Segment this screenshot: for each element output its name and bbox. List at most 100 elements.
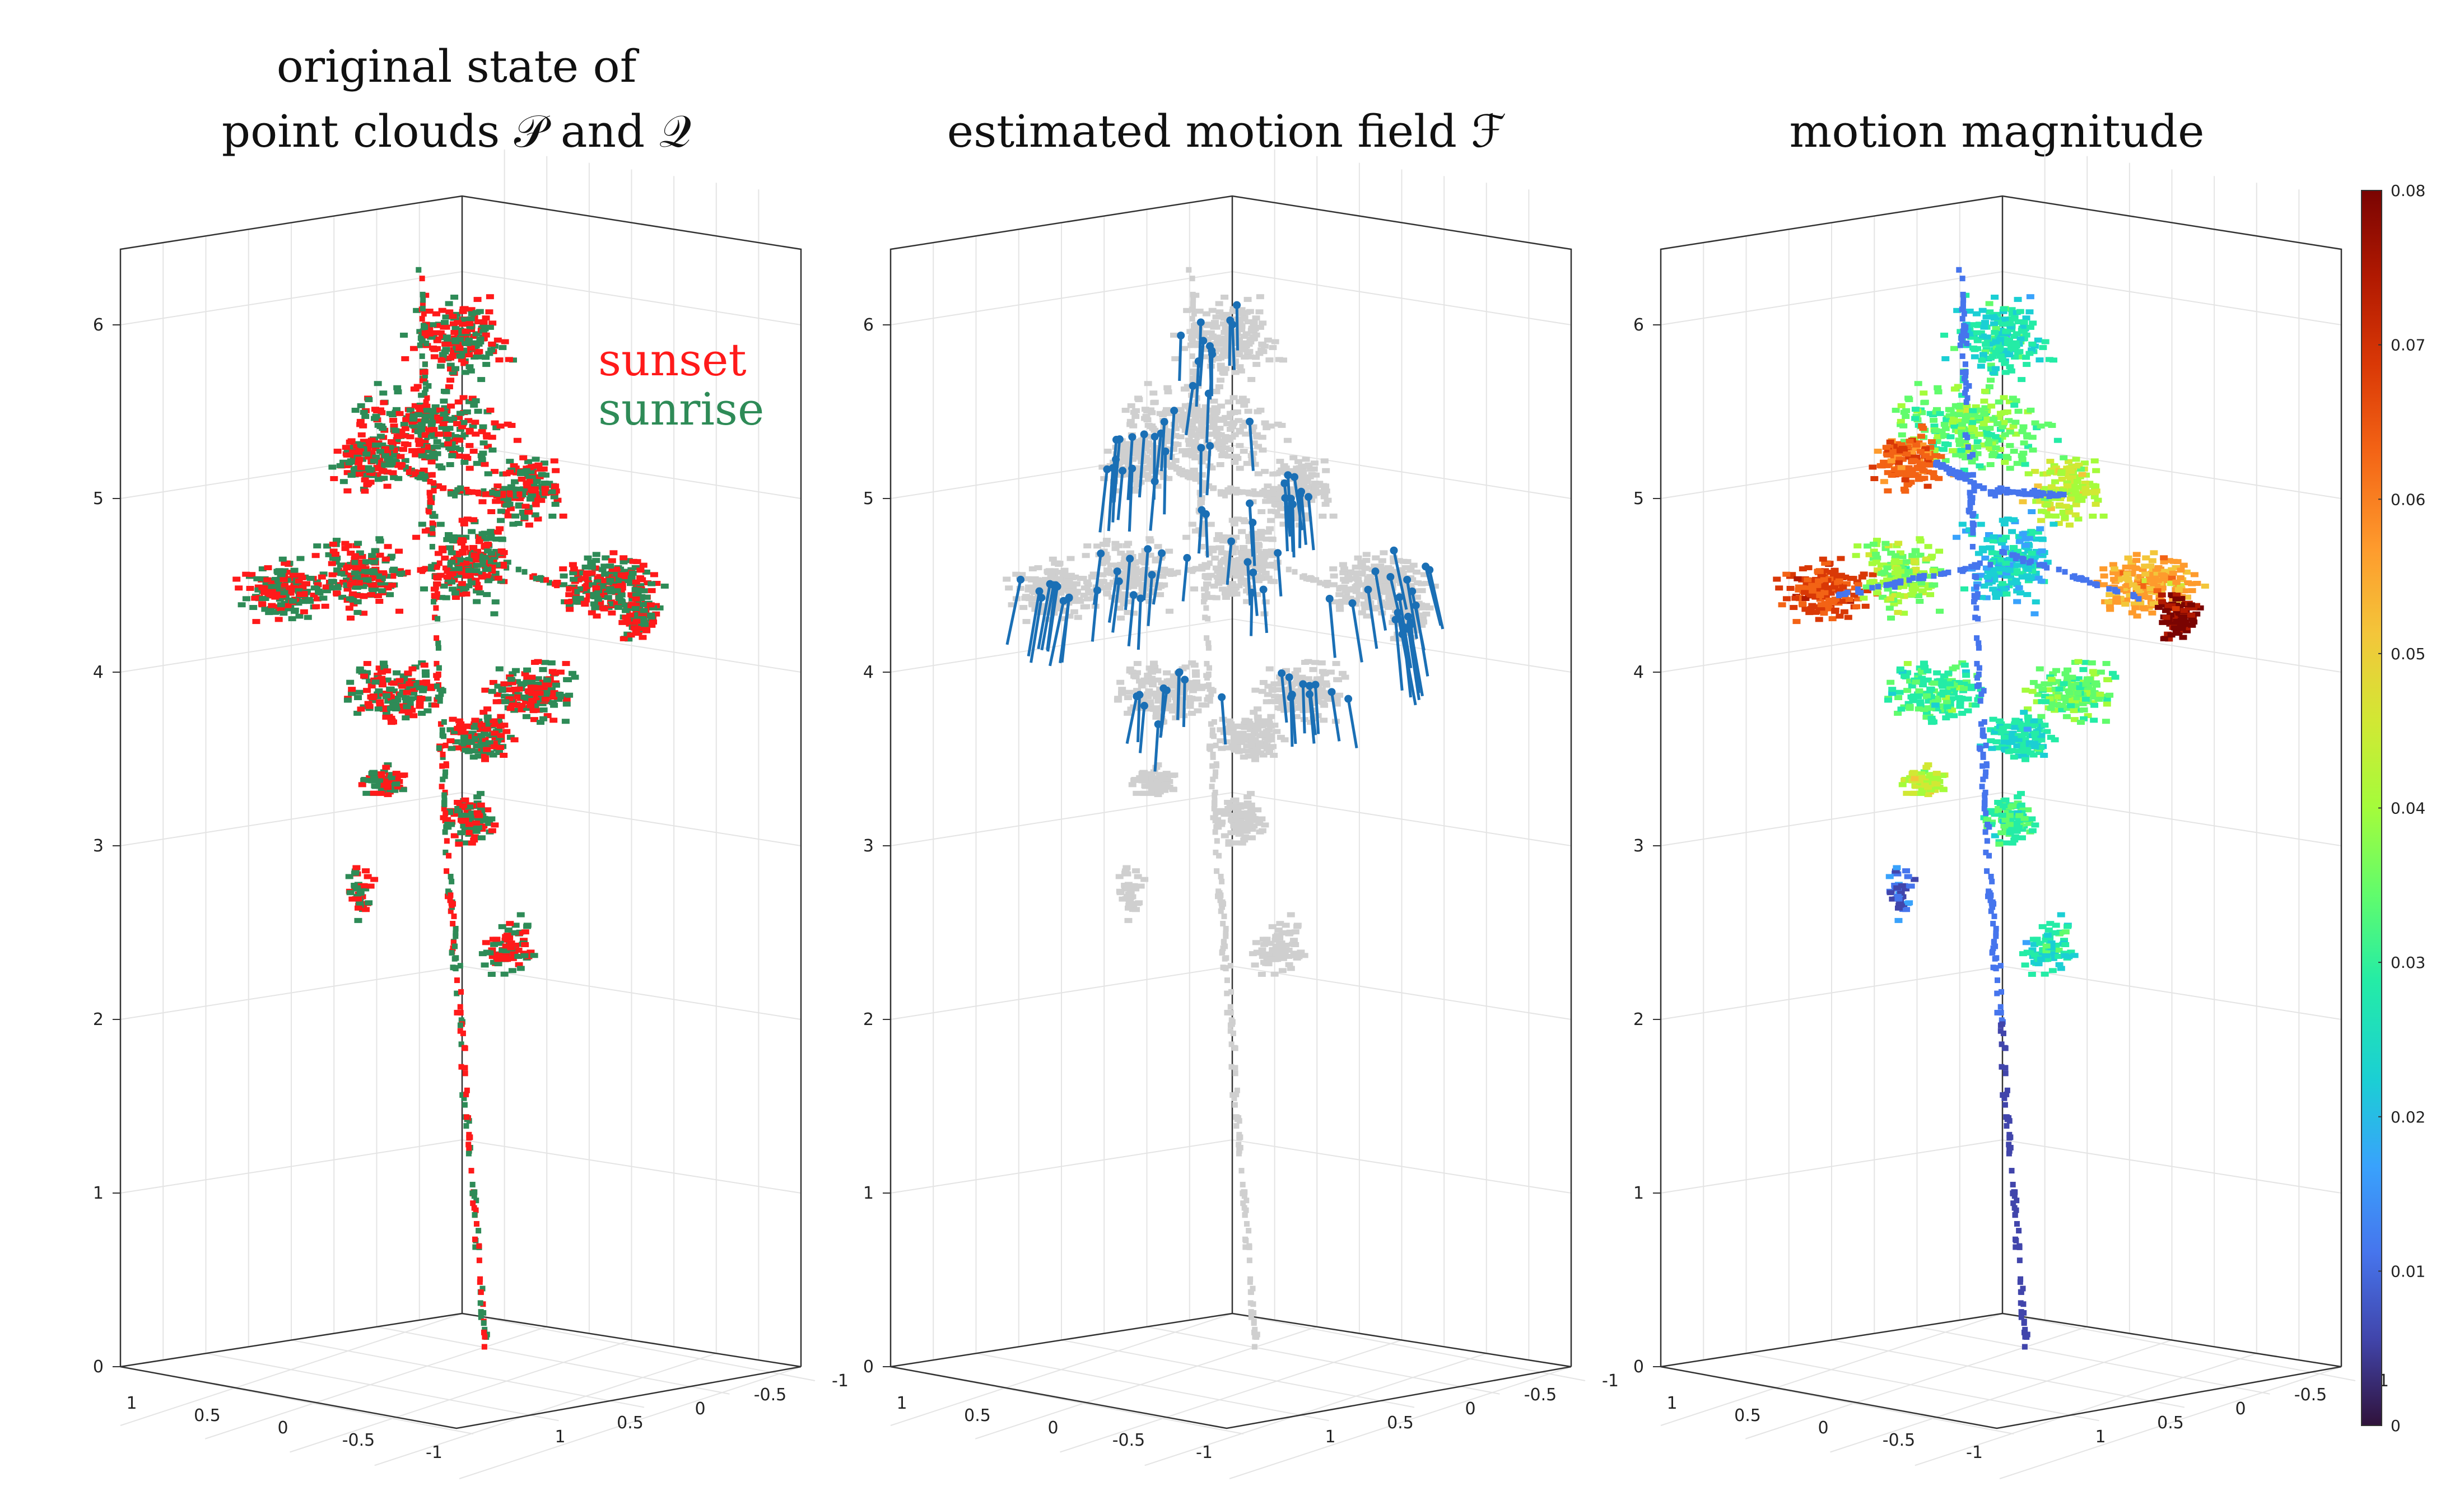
point bbox=[542, 690, 551, 695]
point bbox=[1224, 399, 1233, 405]
point bbox=[1103, 449, 1112, 454]
point bbox=[1117, 458, 1125, 464]
point bbox=[469, 517, 478, 523]
point bbox=[387, 439, 395, 445]
point bbox=[281, 568, 289, 574]
point bbox=[280, 577, 288, 583]
point bbox=[467, 739, 475, 745]
point bbox=[260, 590, 269, 595]
point bbox=[481, 1344, 487, 1350]
point bbox=[383, 469, 392, 475]
point bbox=[500, 971, 509, 977]
point bbox=[1275, 357, 1283, 362]
point bbox=[1135, 454, 1143, 460]
point bbox=[356, 902, 364, 908]
point bbox=[523, 924, 532, 929]
point bbox=[1296, 465, 1304, 471]
point bbox=[470, 402, 478, 408]
point bbox=[476, 791, 485, 796]
point bbox=[648, 581, 656, 586]
point bbox=[627, 567, 636, 572]
point bbox=[1275, 687, 1284, 692]
point bbox=[1066, 556, 1075, 561]
point bbox=[1222, 339, 1230, 344]
point bbox=[380, 707, 388, 712]
point bbox=[381, 462, 389, 468]
point bbox=[639, 562, 648, 568]
point bbox=[1186, 704, 1194, 709]
point bbox=[426, 454, 432, 460]
point bbox=[1088, 574, 1096, 580]
point bbox=[1208, 308, 1217, 313]
point bbox=[497, 714, 505, 719]
point bbox=[493, 529, 502, 535]
point bbox=[388, 583, 397, 588]
point bbox=[446, 462, 454, 468]
point bbox=[487, 529, 495, 534]
point bbox=[551, 483, 560, 489]
point bbox=[642, 628, 651, 633]
point bbox=[1409, 562, 1418, 568]
point bbox=[418, 422, 426, 427]
point bbox=[472, 577, 480, 583]
point bbox=[363, 444, 371, 450]
point bbox=[1264, 692, 1272, 697]
point bbox=[318, 574, 326, 580]
point bbox=[1258, 341, 1266, 347]
point bbox=[1233, 809, 1242, 815]
point bbox=[440, 389, 449, 394]
floor-gridline bbox=[1745, 1326, 2088, 1440]
point bbox=[426, 509, 432, 515]
point bbox=[1263, 699, 1271, 705]
point bbox=[422, 369, 428, 375]
point bbox=[465, 352, 473, 358]
z-tick-label: 6 bbox=[93, 315, 104, 335]
point bbox=[1147, 791, 1155, 796]
axes-floor-back bbox=[462, 1312, 802, 1368]
point bbox=[472, 331, 481, 337]
point bbox=[500, 491, 506, 497]
point bbox=[378, 588, 386, 594]
point bbox=[462, 840, 470, 846]
point bbox=[1254, 719, 1263, 725]
point bbox=[469, 1181, 476, 1187]
x-tick-label: -0.5 bbox=[1883, 1431, 1916, 1450]
point bbox=[1241, 725, 1249, 730]
point bbox=[393, 571, 402, 576]
point bbox=[1215, 384, 1223, 390]
point bbox=[1285, 962, 1293, 967]
point bbox=[1299, 482, 1308, 488]
point bbox=[1253, 747, 1261, 752]
point bbox=[1398, 567, 1406, 572]
point bbox=[1390, 555, 1398, 561]
point bbox=[514, 694, 522, 700]
point bbox=[454, 572, 463, 578]
point bbox=[1098, 561, 1106, 566]
point bbox=[496, 526, 504, 532]
point bbox=[1146, 552, 1154, 558]
point bbox=[1221, 295, 1229, 300]
point bbox=[290, 567, 299, 573]
point bbox=[258, 585, 267, 590]
point bbox=[476, 491, 482, 497]
point bbox=[451, 434, 459, 439]
point bbox=[449, 370, 457, 375]
point bbox=[1126, 666, 1134, 672]
point bbox=[1021, 595, 1030, 601]
point bbox=[1190, 467, 1198, 473]
point bbox=[419, 472, 425, 478]
point bbox=[458, 485, 464, 491]
point bbox=[435, 463, 444, 469]
point bbox=[1307, 497, 1316, 503]
point bbox=[455, 557, 464, 562]
point bbox=[458, 434, 466, 440]
point bbox=[1232, 591, 1241, 597]
point bbox=[1308, 472, 1316, 477]
point bbox=[419, 686, 427, 691]
point bbox=[548, 489, 556, 495]
point bbox=[470, 1200, 476, 1206]
point bbox=[405, 569, 411, 575]
point bbox=[1034, 565, 1042, 571]
point bbox=[1038, 584, 1046, 589]
